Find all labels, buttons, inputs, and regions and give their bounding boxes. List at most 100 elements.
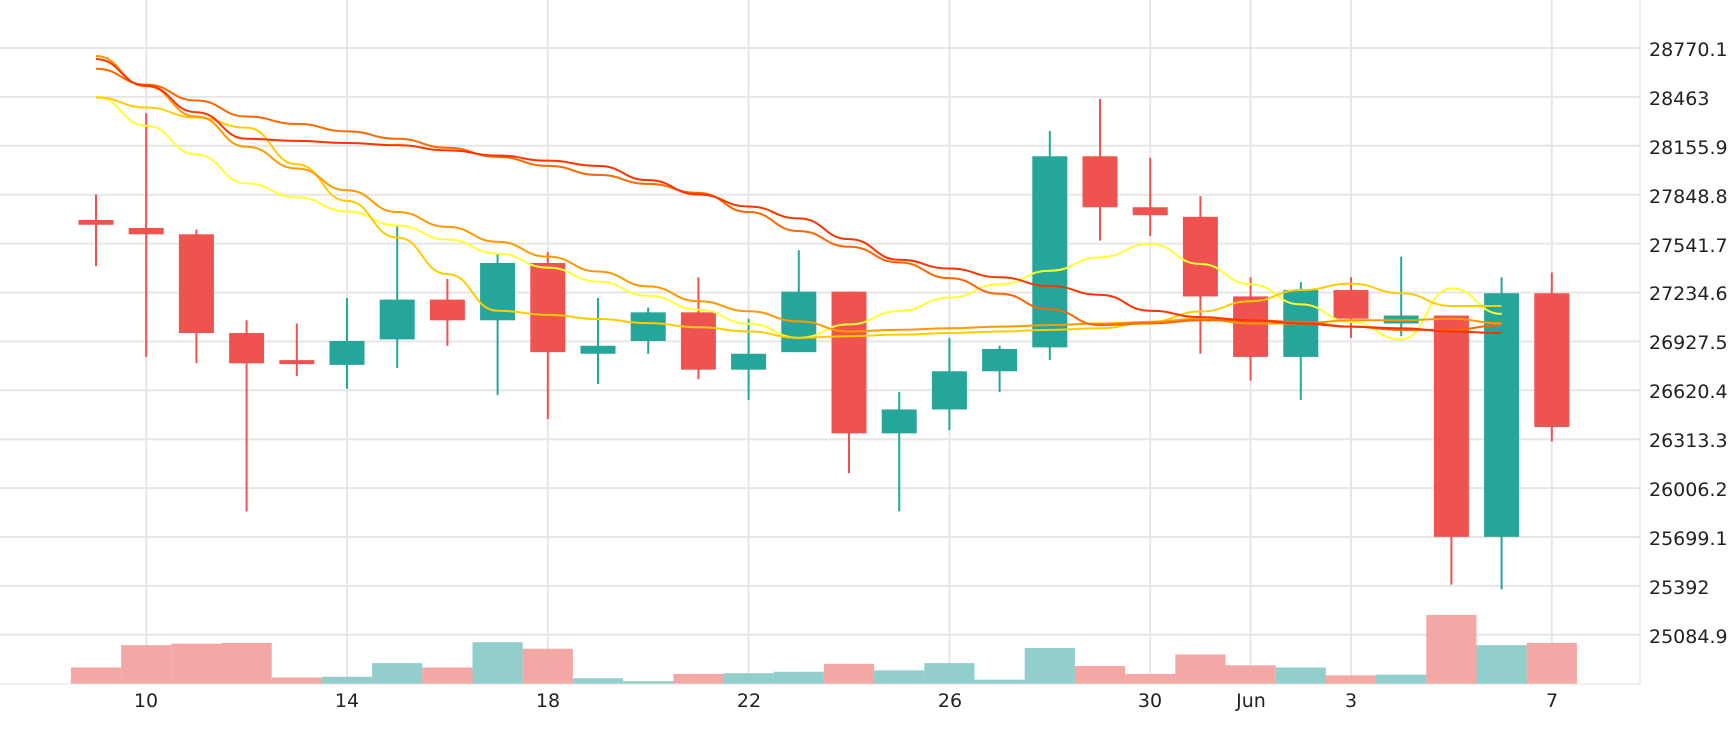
volume-bar [723,673,774,684]
candle-body [229,333,265,364]
candle [1233,277,1269,381]
x-tick-label: 30 [1138,690,1162,712]
volume-bar [422,667,473,684]
volume-bar [221,642,272,684]
volume-bar [271,677,322,684]
candle [580,298,616,384]
candle [1383,256,1419,337]
candle-body [128,227,164,235]
volume-bar [121,645,172,684]
candle [128,113,164,357]
y-tick-label: 25699.1 [1649,528,1728,550]
y-tick-label: 27234.6 [1649,283,1728,305]
moving-average-lines [95,54,1502,341]
volume-bar [70,667,122,684]
y-tick-labels: 28770.1 28463 28155.9 27848.8 27541.7 27… [1649,39,1728,648]
candle [530,251,566,420]
volume-bar [773,671,824,684]
volume-bar [974,679,1025,684]
candle-body [630,312,666,342]
y-tick-label: 27848.8 [1649,186,1728,208]
candle-body [1333,290,1369,319]
candles [78,98,1570,590]
candle [931,337,967,431]
volume-bar [1376,674,1427,684]
candle [1032,130,1068,361]
volume-bar [1476,645,1527,684]
volume-bar [874,670,925,684]
candle [680,277,716,380]
x-tick-label: 7 [1546,690,1558,712]
candle [78,194,114,267]
candle-body [279,360,315,365]
volume-bar [1074,666,1126,684]
y-tick-label: 26313.3 [1649,430,1728,452]
candle-body [329,341,365,365]
candle [480,253,516,396]
volume-bar [372,663,423,684]
volume-bar [1024,648,1075,684]
volume-bars [70,614,1577,684]
candle [229,320,265,512]
ma-line [95,96,1502,339]
candle-body [1132,207,1168,216]
candle [178,229,214,364]
candle [630,307,666,354]
candle-body [178,234,214,334]
volume-bar [924,663,975,684]
candle-body [1484,293,1520,537]
candle [831,291,867,474]
volume-bar [1526,642,1577,684]
x-tick-label: Jun [1235,690,1266,712]
y-tick-label: 26927.5 [1649,332,1728,354]
volume-bar [623,681,674,684]
candle [982,345,1018,392]
volume-bar [572,678,624,684]
candle-body [1534,293,1570,427]
candle-body [429,299,465,321]
candle-body [1032,156,1068,348]
candle-body [1433,315,1469,537]
x-tick-label: 18 [536,690,560,712]
candle-body [680,312,716,370]
y-tick-label: 26620.4 [1649,381,1728,403]
axes [0,0,1641,685]
candle-body [530,262,566,353]
volume-bar [1175,654,1226,684]
x-tick-labels: 10 14 18 22 26 30 Jun 3 7 [134,690,1558,712]
candle-body [881,409,917,434]
volume-bar [1325,675,1377,684]
candle [429,278,465,346]
volume-bar [321,676,373,684]
volume-bar [171,643,222,684]
candle-body [379,299,415,340]
ma-line [95,54,1502,333]
y-tick-label: 28155.9 [1649,137,1728,159]
candle-body [831,291,867,434]
x-tick-label: 10 [134,690,158,712]
x-tick-label: 26 [938,690,962,712]
candle [1283,282,1319,400]
candle [1082,98,1118,241]
candle-body [982,348,1018,372]
candle [279,323,315,377]
candle [379,226,415,369]
candle [1433,315,1469,585]
volume-bar [1225,665,1276,684]
candle-body [1082,156,1118,208]
volume-bar [472,642,523,684]
volume-bar [1426,614,1477,684]
candle [1534,272,1570,442]
x-tick-label: 14 [335,690,359,712]
candle [329,298,365,389]
x-tick-label: 22 [737,690,761,712]
candle-body [78,219,114,225]
y-tick-label: 28770.1 [1649,39,1728,61]
x-tick-label: 3 [1345,690,1357,712]
volume-bar [673,673,724,684]
y-tick-label: 27541.7 [1649,235,1728,257]
candle [1333,277,1369,338]
y-tick-label: 28463 [1649,88,1709,110]
